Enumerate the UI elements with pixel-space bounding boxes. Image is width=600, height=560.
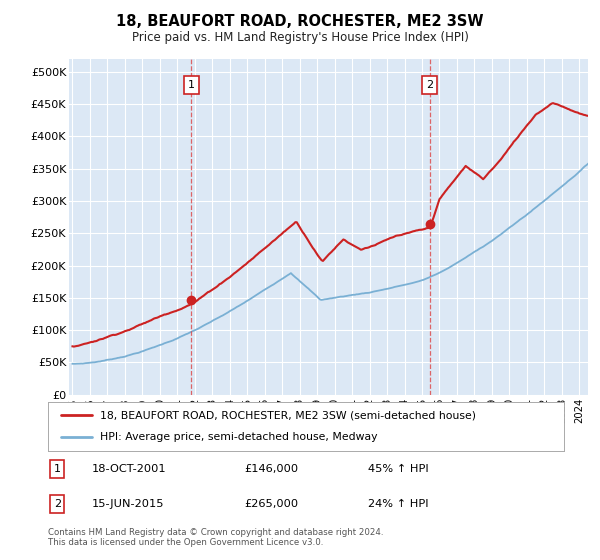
Text: 15-JUN-2015: 15-JUN-2015 xyxy=(92,499,164,509)
Text: 2: 2 xyxy=(426,80,433,90)
Text: 18-OCT-2001: 18-OCT-2001 xyxy=(92,464,166,474)
Text: 18, BEAUFORT ROAD, ROCHESTER, ME2 3SW: 18, BEAUFORT ROAD, ROCHESTER, ME2 3SW xyxy=(116,14,484,29)
Text: 45% ↑ HPI: 45% ↑ HPI xyxy=(368,464,428,474)
Text: 1: 1 xyxy=(54,464,61,474)
Text: Price paid vs. HM Land Registry's House Price Index (HPI): Price paid vs. HM Land Registry's House … xyxy=(131,31,469,44)
Text: £265,000: £265,000 xyxy=(244,499,298,509)
Text: Contains HM Land Registry data © Crown copyright and database right 2024.
This d: Contains HM Land Registry data © Crown c… xyxy=(48,528,383,547)
Text: 1: 1 xyxy=(188,80,194,90)
Text: 18, BEAUFORT ROAD, ROCHESTER, ME2 3SW (semi-detached house): 18, BEAUFORT ROAD, ROCHESTER, ME2 3SW (s… xyxy=(100,410,476,421)
Text: 24% ↑ HPI: 24% ↑ HPI xyxy=(368,499,428,509)
Text: HPI: Average price, semi-detached house, Medway: HPI: Average price, semi-detached house,… xyxy=(100,432,377,442)
Text: £146,000: £146,000 xyxy=(244,464,298,474)
Text: 2: 2 xyxy=(54,499,61,509)
